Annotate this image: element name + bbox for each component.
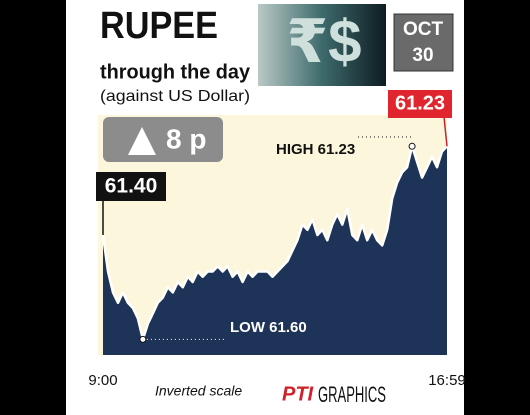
high-label: HIGH 61.23	[276, 141, 355, 158]
credit-logo: PTI	[282, 383, 314, 405]
open-box	[96, 172, 166, 201]
credit: GRAPHICS	[318, 382, 386, 407]
leader	[443, 116, 448, 147]
close-label: 61.23	[395, 92, 445, 114]
title: RUPEE	[100, 5, 218, 47]
currency-symbols: ₹$	[286, 8, 361, 75]
high-point	[408, 142, 416, 150]
date-box	[393, 13, 454, 72]
date-day: 30	[412, 45, 433, 66]
close-box	[388, 90, 452, 118]
note: (against US Dollar)	[100, 88, 250, 105]
low-point	[139, 335, 147, 343]
overlay: 8 p Inverted scale PTI GRAPHICS 61.40 61.…	[96, 90, 452, 407]
scale-note: Inverted scale	[155, 383, 242, 399]
area-fill	[103, 146, 447, 355]
x-tick-label: 9:00	[88, 372, 117, 389]
low-label: LOW 61.60	[230, 319, 307, 336]
x-tick-label: 16:59	[428, 372, 466, 389]
change: 8 p	[166, 123, 206, 154]
up-arrow	[128, 127, 156, 155]
price-line	[101, 145, 448, 341]
open-label: 61.40	[105, 175, 158, 198]
date-month: OCT	[403, 19, 444, 40]
currency-image	[258, 4, 386, 86]
subtitle: through the day	[100, 61, 251, 83]
